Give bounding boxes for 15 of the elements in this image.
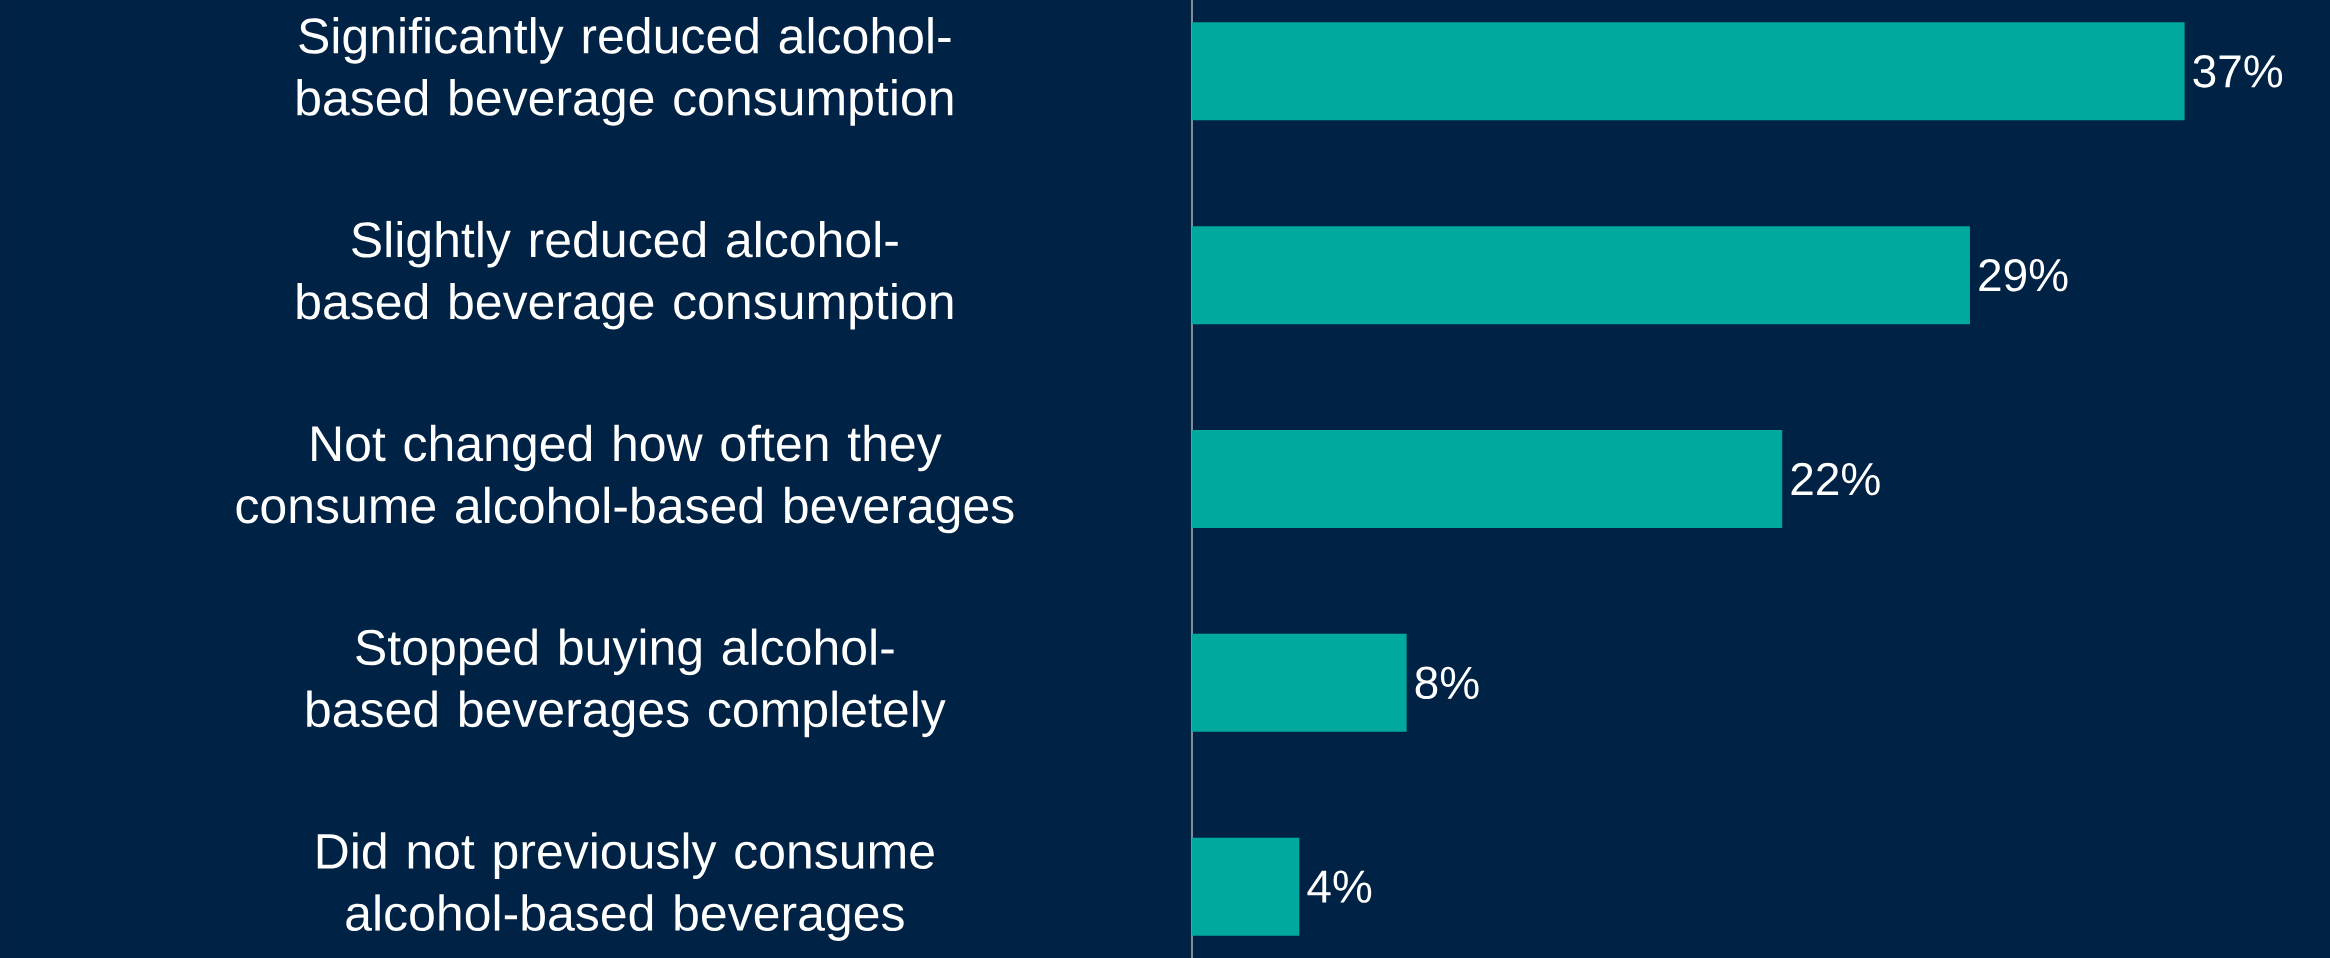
data-label: 37%	[2193, 55, 2283, 88]
y-tick-label: Slightly reduced alcohol-based beverage consumption	[297, 220, 953, 330]
data-label: 29%	[1979, 258, 2068, 292]
y-tick-label: Stopped buying alcohol-based beverages completely	[307, 628, 946, 738]
bar	[1192, 22, 2185, 121]
bar	[1192, 430, 1783, 528]
data-label: 4%	[1307, 870, 1372, 903]
bar	[1192, 226, 1970, 325]
y-tick-label: Significantly reduced alcohol-based beverage consumption	[297, 17, 953, 126]
data-label: 8%	[1415, 666, 1479, 700]
y-tick-label: Did not previously consume alcohol-based beverages	[317, 832, 934, 941]
y-tick-label: Not changed how often they consume alcohol-based beverages	[236, 424, 1014, 534]
bar	[1192, 633, 1407, 732]
data-label: 22%	[1791, 462, 1880, 496]
bar	[1192, 837, 1300, 936]
